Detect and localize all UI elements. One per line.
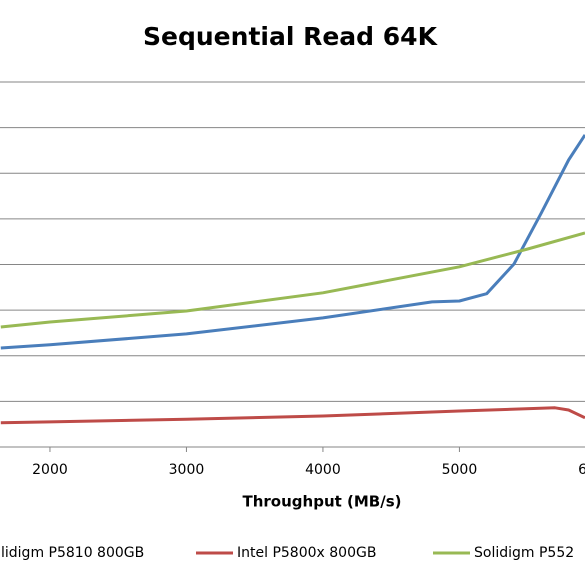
series-line (0, 134, 585, 350)
series-line (0, 406, 585, 425)
legend-label: Solidigm P552 (474, 545, 574, 561)
x-tick-label: 3000 (169, 462, 205, 478)
x-tick-label: 4000 (305, 462, 341, 478)
plot-area (0, 81, 585, 448)
chart-title: Sequential Read 64K (143, 22, 439, 51)
x-tick-label: 2000 (32, 462, 68, 478)
x-tick-label: 6000 (578, 462, 585, 478)
x-tick-label: 5000 (442, 462, 478, 478)
x-axis-label: Throughput (MB/s) (243, 493, 402, 511)
legend-label: Intel P5800x 800GB (237, 545, 376, 561)
series-line (0, 231, 585, 329)
legend-label: lidigm P5810 800GB (1, 545, 144, 561)
